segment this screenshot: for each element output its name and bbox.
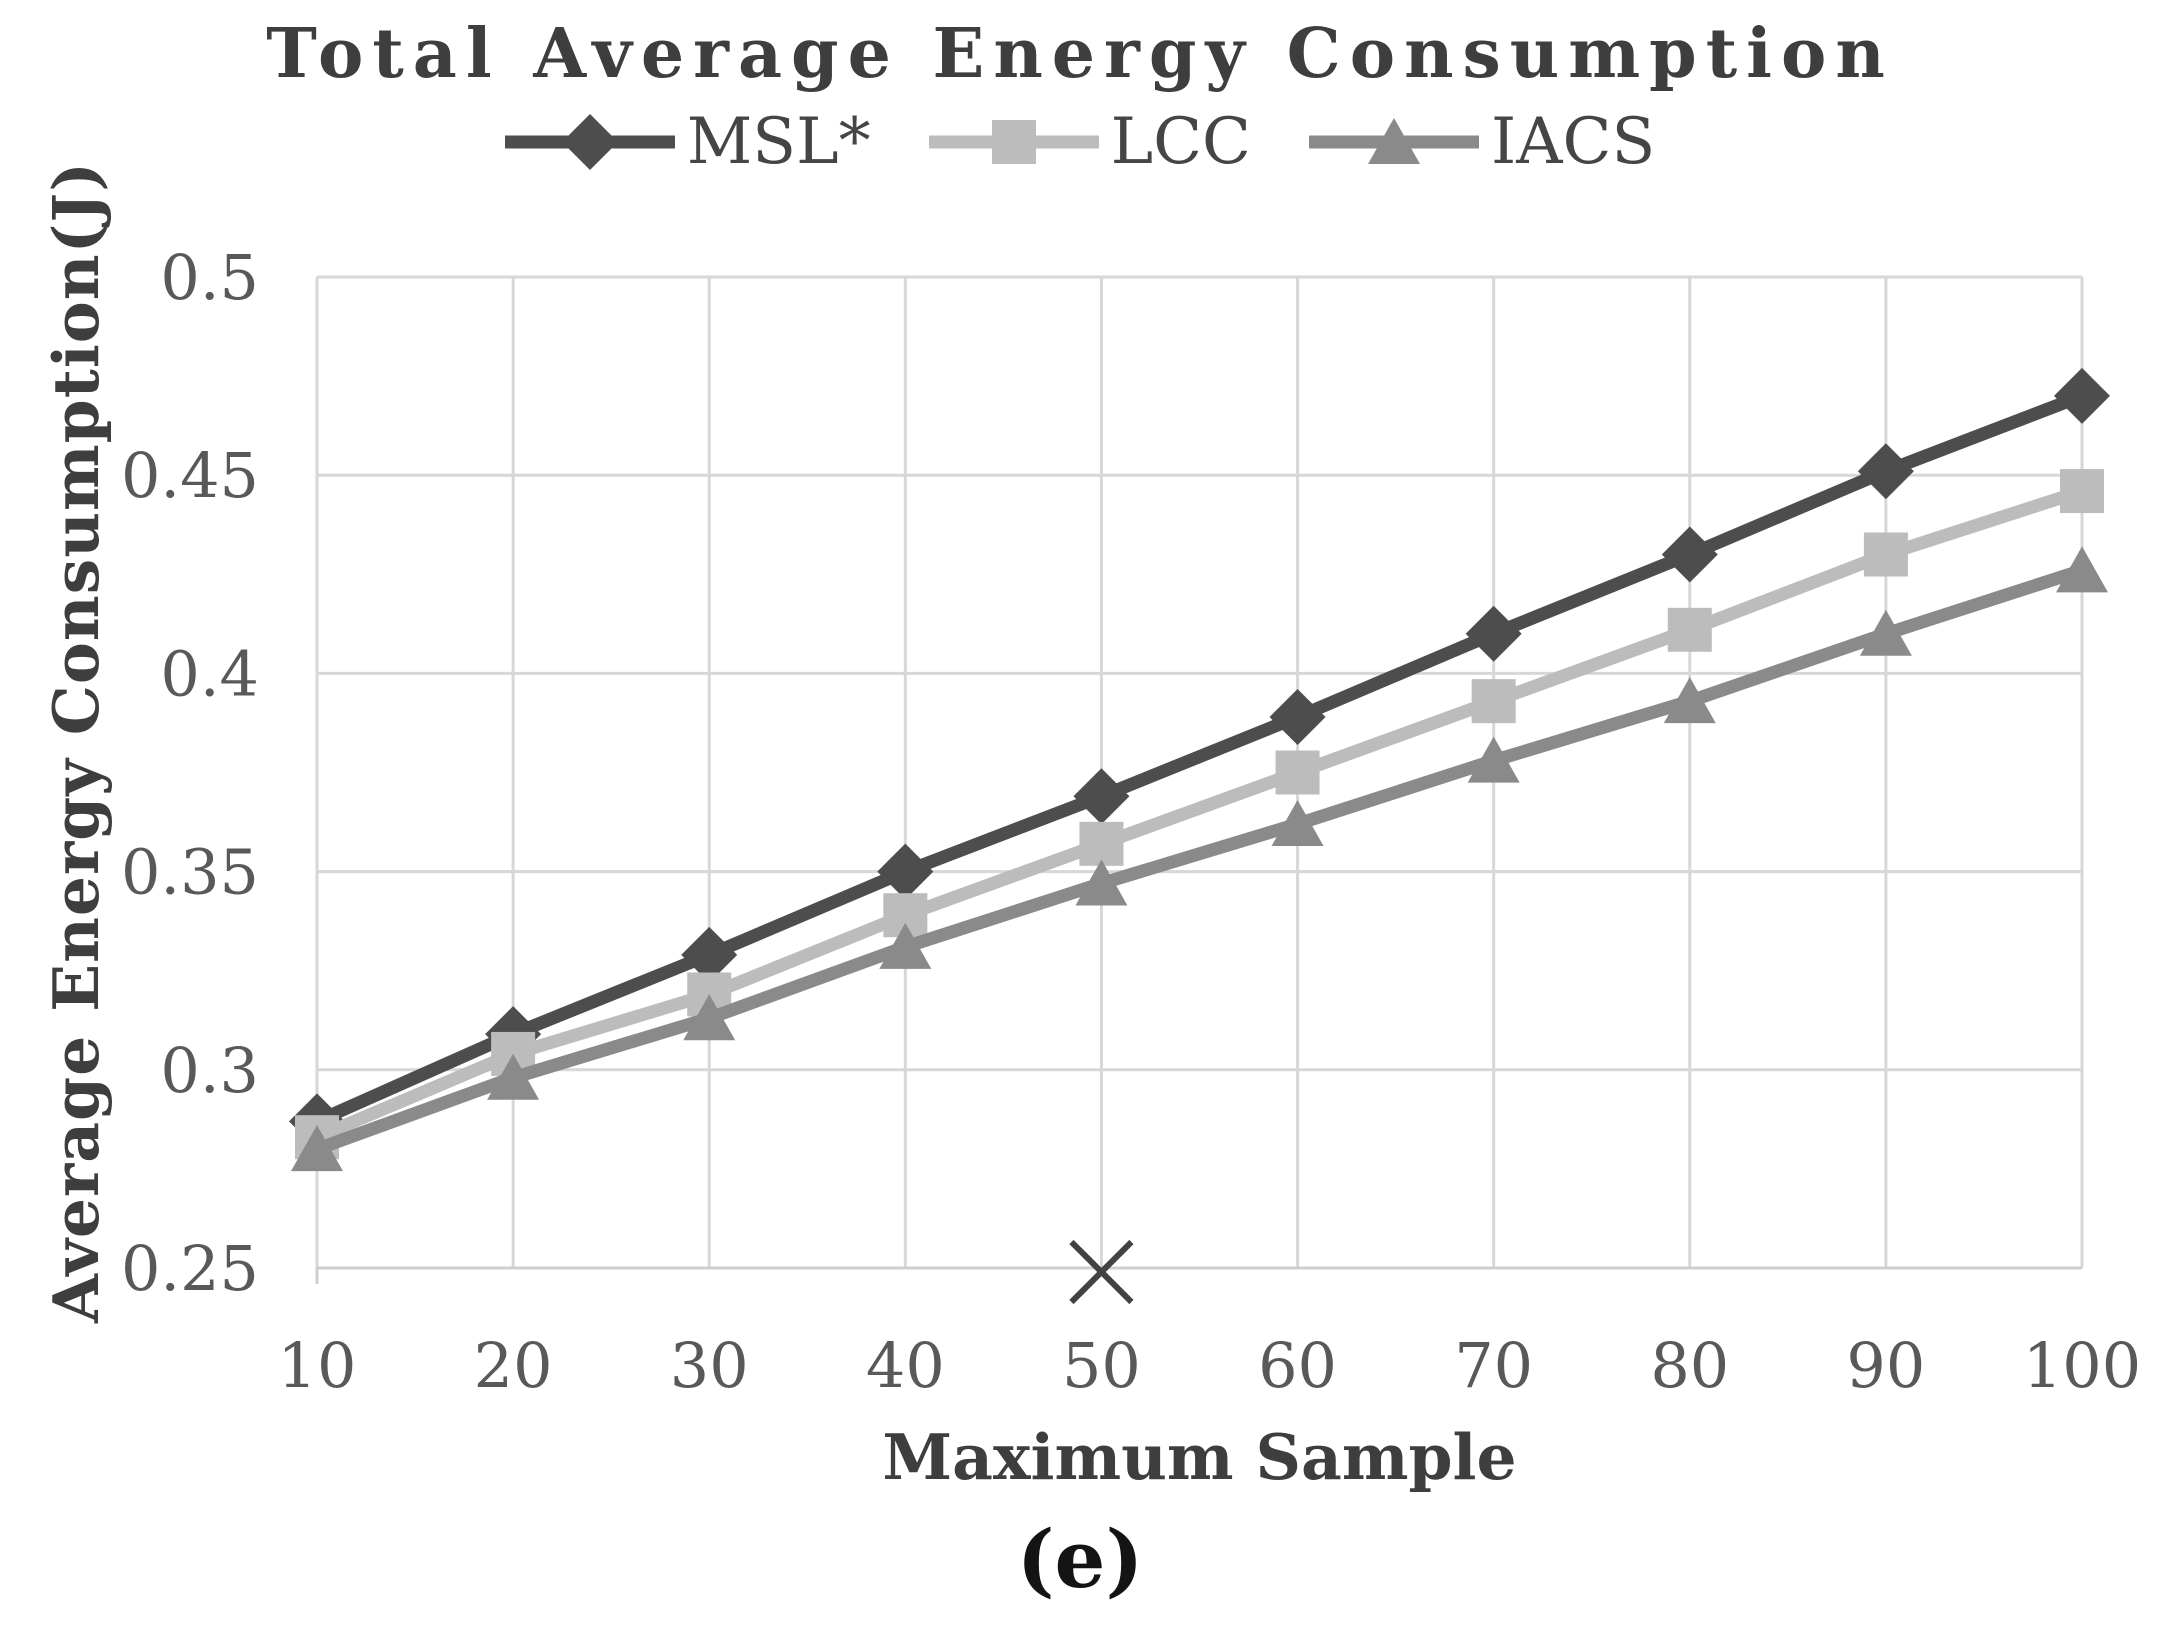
triangle-marker-icon bbox=[1368, 118, 1420, 164]
y-tick-label: 0.25 bbox=[121, 1232, 259, 1305]
legend-label: IACS bbox=[1491, 105, 1656, 179]
figure-caption: (e) bbox=[1016, 1512, 1144, 1606]
diamond-marker-icon bbox=[561, 114, 618, 170]
square-marker-icon bbox=[1667, 607, 1712, 652]
triangle-marker-icon bbox=[1075, 859, 1128, 906]
legend-triangle-line-icon bbox=[1309, 118, 1479, 164]
x-marker-icon bbox=[1069, 1239, 1134, 1305]
square-marker-icon bbox=[1275, 750, 1320, 795]
x-tick-label: 50 bbox=[1062, 1329, 1141, 1402]
x-tick-label: 40 bbox=[866, 1329, 945, 1402]
triangle-marker-icon bbox=[2056, 546, 2108, 593]
series-line bbox=[314, 564, 2085, 1156]
y-tick-label: 0.35 bbox=[121, 836, 259, 909]
triangle-marker-icon bbox=[683, 994, 736, 1041]
triangle-marker-icon bbox=[1271, 800, 1324, 847]
square-marker-icon bbox=[991, 120, 1036, 164]
series-iacs bbox=[291, 546, 2108, 1172]
y-tick-label: 0.3 bbox=[160, 1034, 259, 1107]
legend-label: LCC bbox=[1110, 105, 1251, 179]
legend-item-msl: MSL* bbox=[504, 105, 871, 179]
chart-title: Total Average Energy Consumption bbox=[266, 14, 1894, 94]
x-tick-label: 30 bbox=[670, 1329, 749, 1402]
x-tick-label: 80 bbox=[1650, 1329, 1729, 1402]
triangle-marker-icon bbox=[1467, 736, 1520, 783]
diamond-marker-icon bbox=[877, 843, 934, 900]
y-tick-label: 0.4 bbox=[160, 637, 259, 710]
x-axis-title: Maximum Sample bbox=[882, 1420, 1517, 1494]
triangle-marker-icon bbox=[1859, 609, 1912, 656]
diamond-marker-icon bbox=[1661, 526, 1718, 583]
series-line bbox=[314, 389, 2085, 1128]
square-marker-icon bbox=[2060, 469, 2104, 514]
diamond-marker-icon bbox=[681, 926, 738, 983]
square-marker-icon bbox=[1863, 532, 1908, 577]
series-msl bbox=[289, 367, 2110, 1150]
x-tick-label: 10 bbox=[278, 1329, 357, 1402]
triangle-marker-icon bbox=[291, 1125, 343, 1172]
x-tick-label: 70 bbox=[1454, 1329, 1533, 1402]
legend-label: MSL* bbox=[686, 105, 871, 179]
triangle-marker-icon bbox=[487, 1053, 540, 1100]
x-tick-label: 90 bbox=[1846, 1329, 1925, 1402]
legend-diamond-line-icon bbox=[504, 114, 675, 170]
diamond-marker-icon bbox=[1269, 689, 1326, 746]
legend-item-iacs: IACS bbox=[1309, 110, 1655, 174]
diamond-marker-icon bbox=[1465, 605, 1522, 662]
square-marker-icon bbox=[1079, 821, 1124, 866]
x-tick-label: 60 bbox=[1258, 1329, 1337, 1402]
triangle-marker-icon bbox=[879, 922, 932, 969]
legend-item-lcc: LCC bbox=[928, 105, 1251, 179]
triangle-marker-icon bbox=[1663, 677, 1716, 724]
x-tick-label: 100 bbox=[2023, 1329, 2141, 1402]
diamond-marker-icon bbox=[1857, 443, 1914, 500]
y-axis-title: Average Energy Consumption(J) bbox=[39, 160, 113, 1324]
diamond-marker-icon bbox=[1073, 768, 1130, 825]
diamond-marker-icon bbox=[2054, 367, 2110, 424]
x-tick-label: 20 bbox=[474, 1329, 553, 1402]
y-tick-label: 0.45 bbox=[121, 439, 259, 512]
y-tick-label: 0.5 bbox=[160, 241, 259, 314]
legend-square-line-icon bbox=[928, 120, 1099, 164]
square-marker-icon bbox=[1471, 679, 1516, 724]
chart-legend: MSL* LCC IACS bbox=[0, 110, 2160, 174]
series-line bbox=[314, 484, 2085, 1144]
